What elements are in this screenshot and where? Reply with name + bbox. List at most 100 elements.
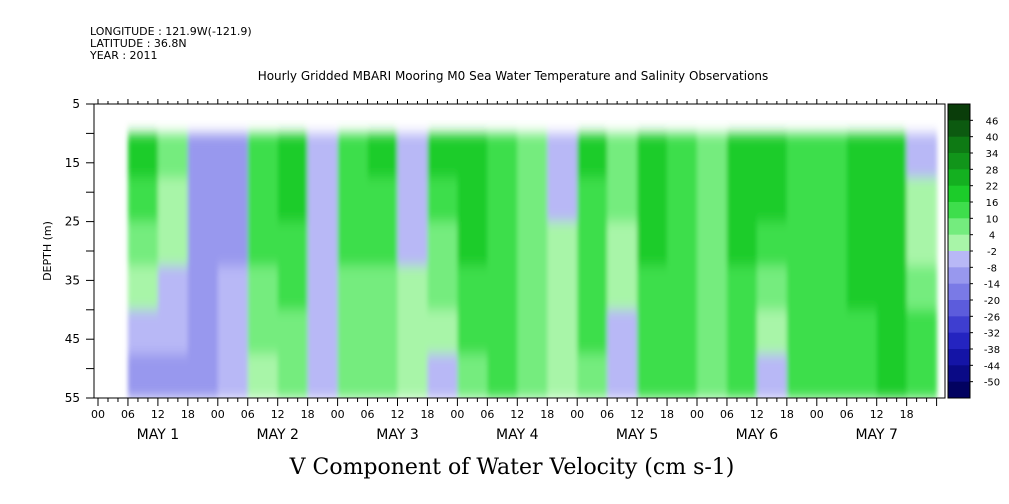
y-tick-label: 55 xyxy=(65,391,80,405)
heatmap-cell xyxy=(667,309,698,355)
heatmap-cell xyxy=(367,221,399,267)
heatmap-cell xyxy=(517,353,548,398)
colorbar-label: 34 xyxy=(986,149,999,160)
heatmap-cell xyxy=(247,133,279,179)
heatmap-cell xyxy=(876,177,908,223)
heatmap xyxy=(127,133,938,398)
heatmap-cell xyxy=(906,221,938,267)
heatmap-cell xyxy=(786,221,818,267)
heatmap-cell xyxy=(397,133,428,179)
x-hour-label: 00 xyxy=(331,408,345,421)
colorbar-label: 40 xyxy=(986,133,999,144)
heatmap-cell xyxy=(487,265,518,311)
latitude-text: LATITUDE : 36.8N xyxy=(90,37,187,50)
heatmap-cell xyxy=(127,309,159,355)
heatmap-cell xyxy=(697,265,728,311)
heatmap-cell xyxy=(607,265,638,311)
heatmap-cell xyxy=(397,265,428,311)
heatmap-cell xyxy=(247,221,279,267)
heatmap-cell xyxy=(217,353,249,398)
heatmap-cell xyxy=(157,177,189,223)
heatmap-cell xyxy=(667,265,698,311)
x-hour-label: 18 xyxy=(301,408,315,421)
heatmap-cell xyxy=(157,133,189,179)
x-hour-label: 00 xyxy=(91,408,105,421)
heatmap-cell xyxy=(217,309,249,355)
heatmap-cell xyxy=(756,265,788,311)
colorbar-label: -26 xyxy=(984,312,1000,323)
heatmap-cell xyxy=(697,353,728,398)
heatmap-cell xyxy=(277,265,309,311)
x-hour-label: 00 xyxy=(810,408,824,421)
colorbar-swatch xyxy=(948,104,970,121)
y-tick-label: 5 xyxy=(72,97,80,111)
heatmap-cell xyxy=(876,133,908,179)
heatmap-cell xyxy=(397,353,428,398)
x-hour-label: 06 xyxy=(361,408,375,421)
colorbar: 46 40 34 28 22 16 10 4 -2 -8 -14 -20 -26 -32 -38 -44 -50 xyxy=(947,103,1000,399)
heatmap-cell xyxy=(547,177,578,223)
heatmap-cell xyxy=(247,177,279,223)
heatmap-cell xyxy=(547,309,578,355)
heatmap-cell xyxy=(367,265,399,311)
colorbar-label: 4 xyxy=(989,231,995,242)
heatmap-cell xyxy=(726,221,758,267)
y-tick-label: 25 xyxy=(65,215,80,229)
colorbar-swatch xyxy=(948,316,970,334)
heatmap-cell xyxy=(697,133,728,179)
heatmap-cell xyxy=(307,353,339,398)
colorbar-label: -44 xyxy=(984,361,1000,372)
heatmap-cell xyxy=(277,309,309,355)
colorbar-swatch xyxy=(948,267,970,285)
heatmap-cell xyxy=(517,309,548,355)
heatmap-cell xyxy=(607,309,638,355)
heatmap-cell xyxy=(217,221,249,267)
heatmap-cell xyxy=(277,353,309,398)
heatmap-cell xyxy=(457,309,488,355)
heatmap-cell xyxy=(517,221,548,267)
heatmap-cell xyxy=(577,177,608,223)
heatmap-cell xyxy=(427,265,458,311)
colorbar-swatch xyxy=(948,218,970,236)
heatmap-cell xyxy=(726,133,758,179)
heatmap-cell xyxy=(157,353,189,398)
x-day-label: MAY 3 xyxy=(376,427,418,443)
heatmap-cell xyxy=(547,353,578,398)
heatmap-cell xyxy=(217,265,249,311)
x-hour-label: 12 xyxy=(391,408,405,421)
heatmap-cell xyxy=(337,177,369,223)
heatmap-cell xyxy=(846,133,878,179)
heatmap-cell xyxy=(816,221,848,267)
x-hour-label: 12 xyxy=(151,408,165,421)
heatmap-cell xyxy=(187,221,219,267)
heatmap-cell xyxy=(637,221,668,267)
heatmap-cell xyxy=(667,353,698,398)
x-hour-label: 00 xyxy=(690,408,704,421)
x-hour-label: 06 xyxy=(480,408,494,421)
heatmap-cell xyxy=(397,177,428,223)
heatmap-cell xyxy=(487,221,518,267)
heatmap-cell xyxy=(337,265,369,311)
heatmap-cell xyxy=(876,221,908,267)
heatmap-cell xyxy=(726,353,758,398)
colorbar-label: -50 xyxy=(984,378,1000,389)
y-tick-label: 45 xyxy=(65,332,80,346)
heatmap-cell xyxy=(637,265,668,311)
heatmap-cell xyxy=(846,265,878,311)
x-hour-label: 06 xyxy=(121,408,135,421)
heatmap-cell xyxy=(277,177,309,223)
heatmap-cell xyxy=(337,309,369,355)
heatmap-cell xyxy=(367,177,399,223)
colorbar-swatch xyxy=(948,332,970,350)
x-hour-label: 00 xyxy=(211,408,225,421)
x-hour-label: 12 xyxy=(750,408,764,421)
heatmap-cell xyxy=(876,265,908,311)
colorbar-label: 10 xyxy=(986,214,999,225)
heatmap-cell xyxy=(547,133,578,179)
heatmap-cell xyxy=(577,265,608,311)
y-tick-label: 15 xyxy=(65,156,80,170)
x-hour-label: 12 xyxy=(271,408,285,421)
x-day-label: MAY 1 xyxy=(137,427,179,443)
x-hour-label: 06 xyxy=(241,408,255,421)
